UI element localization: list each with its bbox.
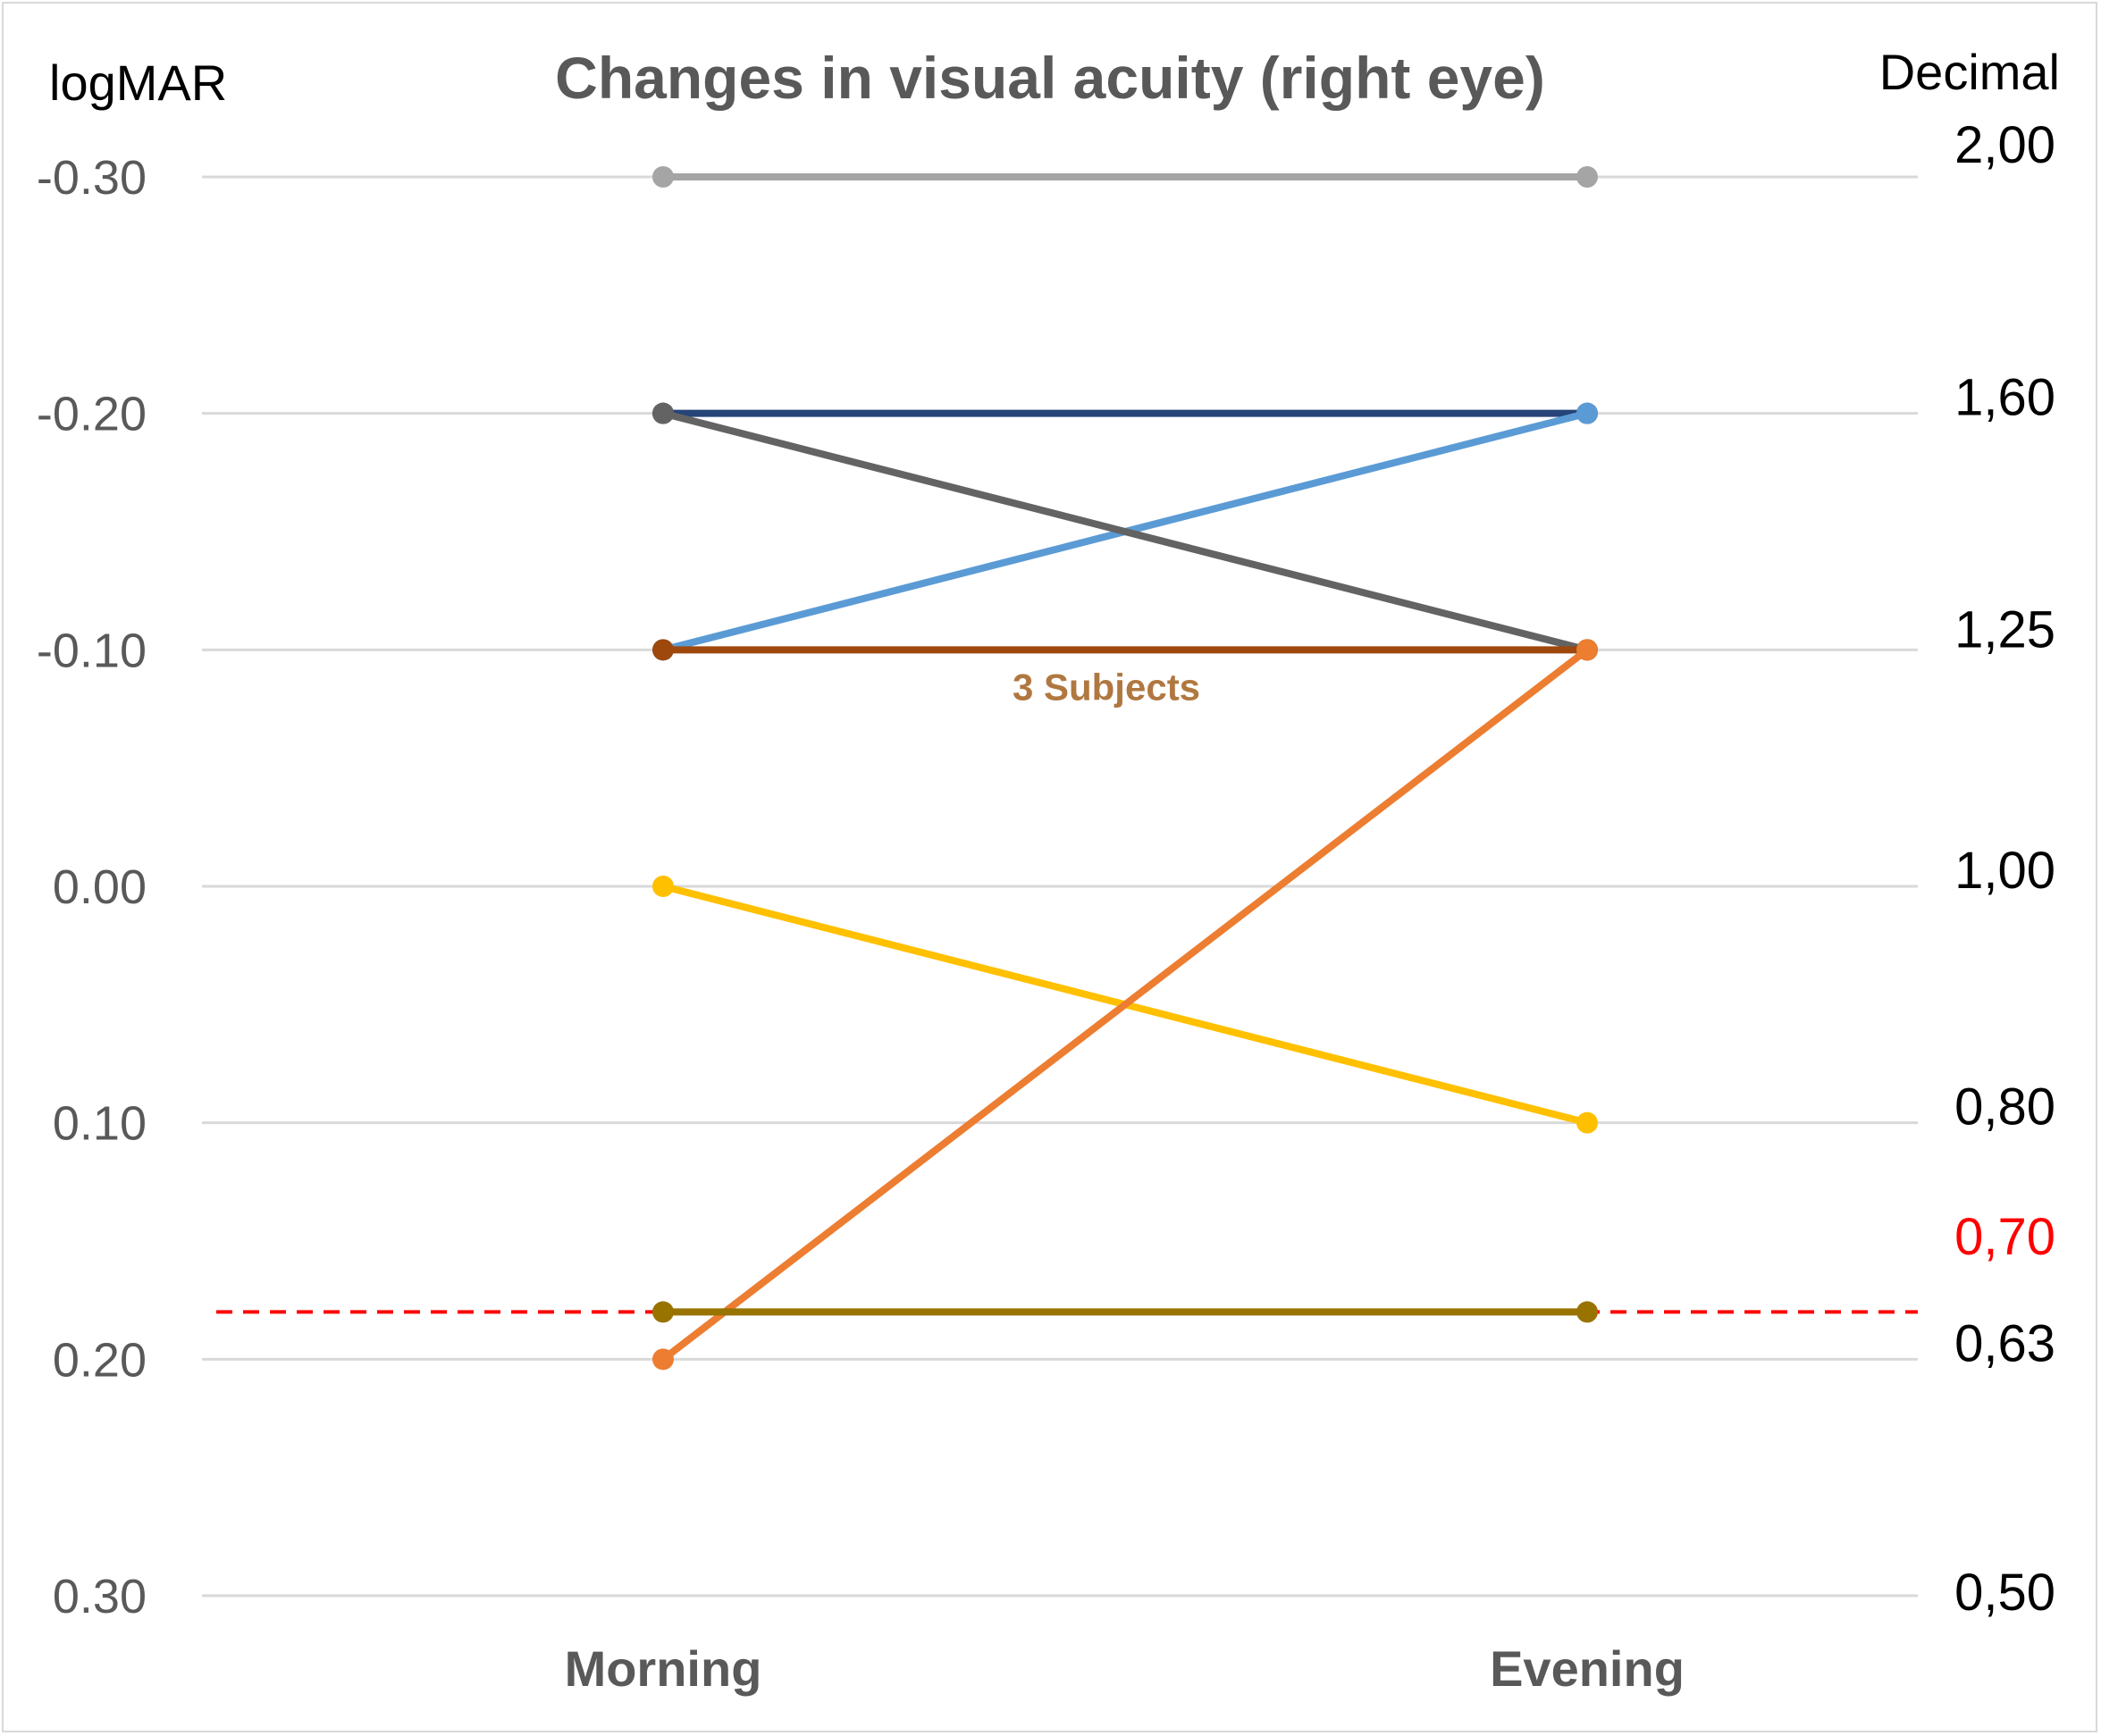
y-tick-label: -0.30 [37, 151, 147, 205]
data-point [1576, 402, 1598, 424]
y-tick-label: 0.20 [53, 1333, 147, 1387]
series [652, 1301, 1598, 1323]
series-line [660, 646, 1591, 1363]
decimal-tick-label: 0,80 [1954, 1078, 2055, 1136]
y-tick-label: 0.10 [53, 1097, 147, 1151]
y-axis-label: logMAR [49, 55, 227, 111]
y-tick-label: 0.00 [53, 860, 147, 914]
series [652, 166, 1598, 188]
data-point [1576, 166, 1598, 188]
decimal-tick-label: 2,00 [1954, 116, 2055, 174]
y-tick-label: -0.10 [37, 624, 147, 677]
series [652, 402, 1598, 661]
decimal-tick-label: 1,25 [1954, 600, 2055, 658]
y-tick-label: -0.20 [37, 388, 147, 441]
data-point [652, 1301, 674, 1323]
data-point [1576, 1301, 1598, 1323]
data-point [1576, 639, 1598, 661]
decimal-tick-label: 0,63 [1954, 1314, 2055, 1372]
data-point [652, 639, 674, 661]
decimal-tick-label: 1,00 [1954, 842, 2055, 900]
annotation-label: 3 Subjects [1013, 666, 1200, 708]
data-point [652, 1348, 674, 1371]
series [652, 639, 1598, 1371]
x-category-label: Morning [565, 1640, 762, 1697]
y-tick-label: 0.30 [53, 1570, 147, 1623]
data-point [1576, 1111, 1598, 1134]
x-category-label: Evening [1490, 1640, 1685, 1697]
series [652, 402, 1598, 424]
decimal-tick-label: 0,50 [1954, 1564, 2055, 1622]
series-line [660, 409, 1591, 654]
data-point [652, 402, 674, 424]
decimal-tick-label: 0,70 [1954, 1208, 2055, 1266]
decimal-tick-label: 1,60 [1954, 369, 2055, 427]
chart-title: Changes in visual acuity (right eye) [555, 45, 1545, 111]
data-point [652, 166, 674, 188]
y-axis-right-label: Decimal [1879, 44, 2060, 100]
series [652, 639, 1598, 661]
data-point [652, 876, 674, 897]
